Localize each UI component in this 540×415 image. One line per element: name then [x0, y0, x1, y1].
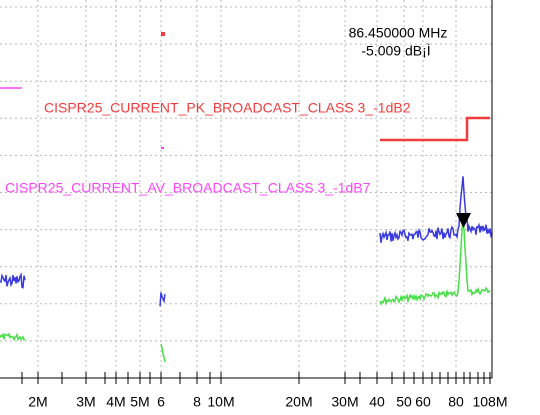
trace [160, 343, 166, 363]
x-tick-label: 20M [285, 394, 312, 410]
pk-limit-line [380, 116, 490, 142]
x-tick-label: 6 [157, 394, 165, 410]
pk-limit-dot [161, 32, 165, 36]
x-tick-label: 3M [76, 394, 95, 410]
pk-limit-label: CISPR25_CURRENT_PK_BROADCAST_CLASS 3_-1d… [44, 100, 411, 116]
x-axis-labels: 2M 3M 4M 5M 6 8 10M 20M 30M 40 50 60 80 108M [21, 372, 508, 410]
x-tick-label: 108M [472, 394, 507, 410]
trace [159, 292, 166, 307]
trace [379, 176, 493, 243]
x-tick-label: 40 [369, 394, 385, 410]
trace [0, 272, 26, 289]
x-tick-label: 2M [28, 394, 47, 410]
av-limit-dot [161, 147, 164, 149]
trace [0, 332, 26, 342]
x-tick-label: 10M [207, 394, 234, 410]
marker-level: -5.009 dB¡Ì [361, 43, 430, 59]
grid [0, 0, 492, 378]
marker [456, 213, 471, 228]
x-tick-label: 5M [130, 394, 149, 410]
traces [0, 32, 493, 363]
x-tick-label: 4M [106, 394, 125, 410]
x-tick-label: 50 [396, 394, 412, 410]
av-limit-label: CISPR25_CURRENT_AV_BROADCAST_CLASS 3_-1d… [5, 180, 371, 196]
marker-frequency: 86.450000 MHz [349, 25, 448, 41]
x-tick-label: 60 [415, 394, 431, 410]
x-tick-label: 8 [193, 394, 201, 410]
trace [379, 215, 491, 306]
x-tick-label: 30M [331, 394, 358, 410]
x-tick-label: 80 [448, 394, 464, 410]
